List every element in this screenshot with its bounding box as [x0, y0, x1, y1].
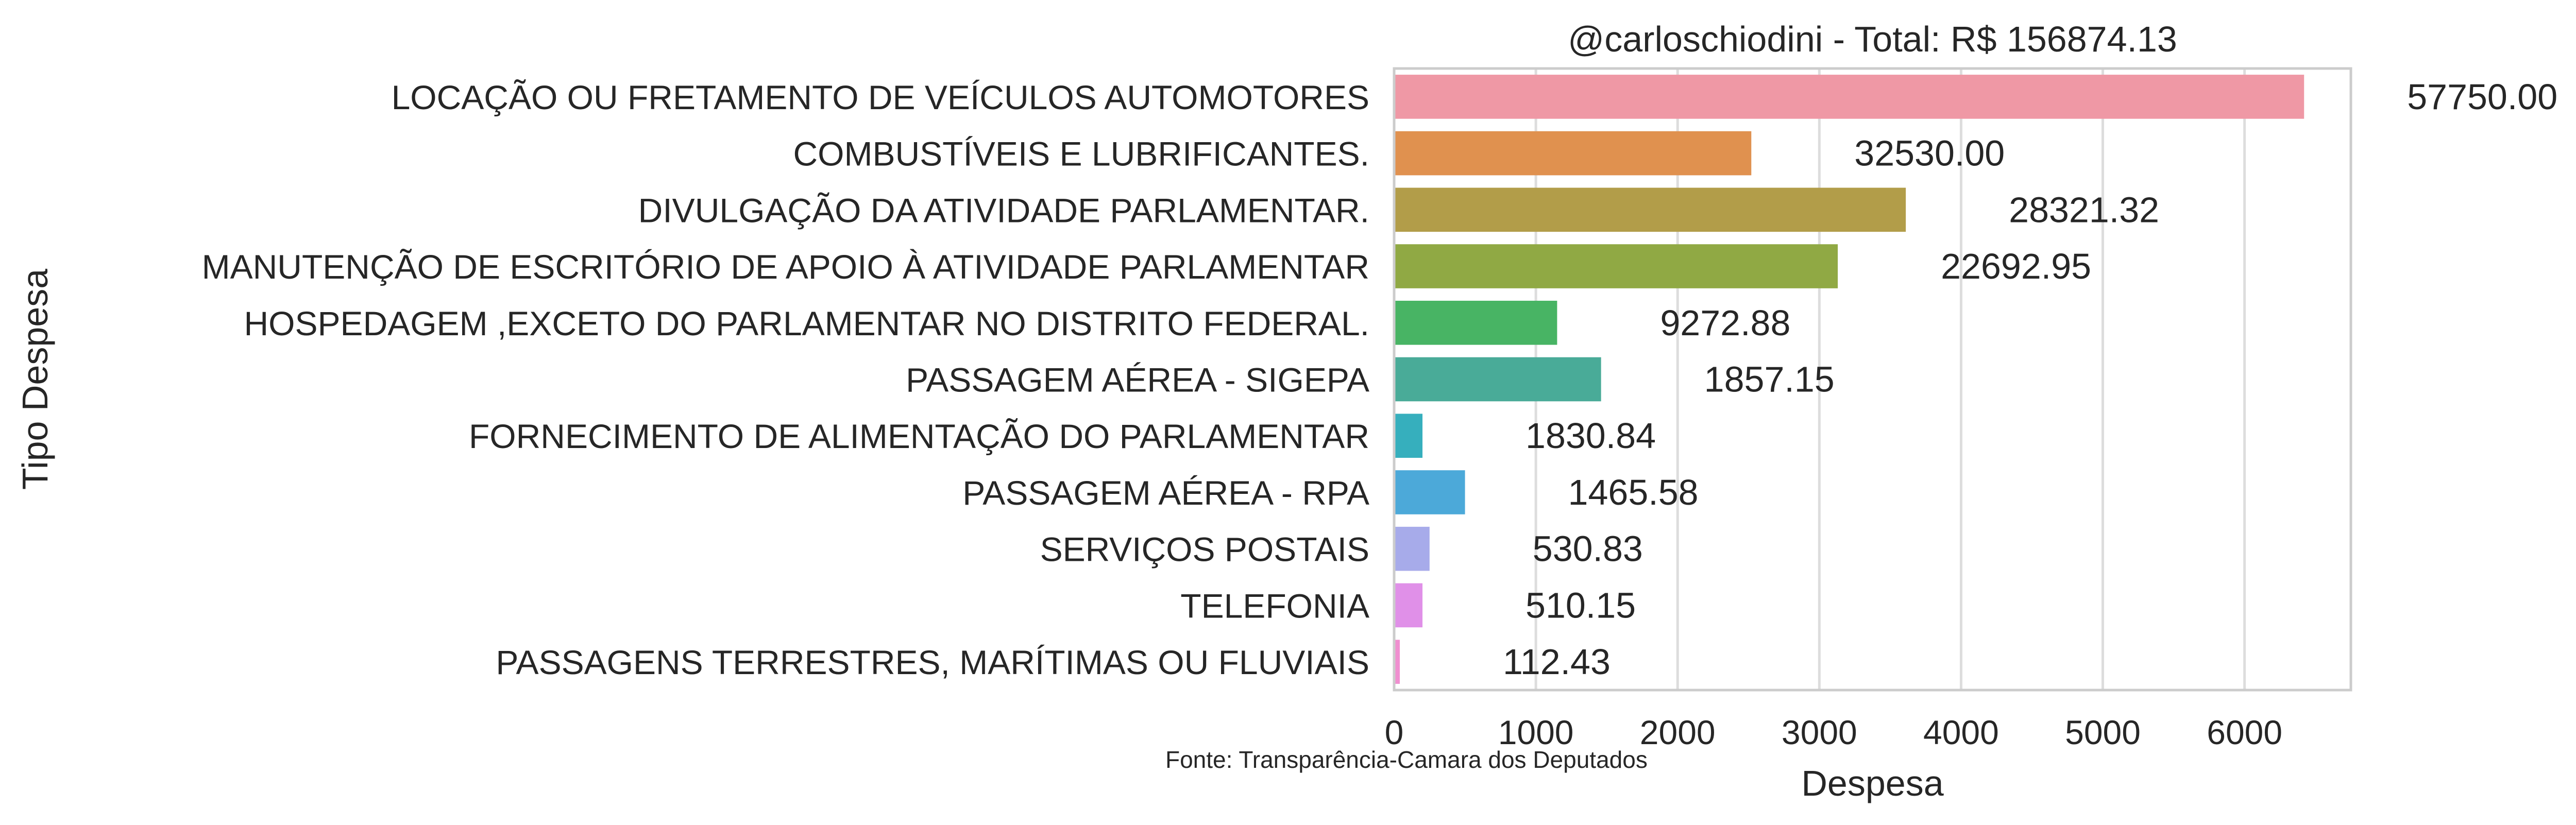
category-label: PASSAGENS TERRESTRES, MARÍTIMAS OU FLUVI… — [496, 643, 1369, 681]
category-label: DIVULGAÇÃO DA ATIVIDADE PARLAMENTAR. — [638, 191, 1369, 229]
x-tick-label: 4000 — [1923, 713, 1999, 751]
y-axis-label: Tipo Despesa — [15, 269, 55, 490]
value-label: 510.15 — [1526, 585, 1636, 625]
category-label: HOSPEDAGEM ,EXCETO DO PARLAMENTAR NO DIS… — [244, 304, 1369, 342]
category-labels: LOCAÇÃO OU FRETAMENTO DE VEÍCULOS AUTOMO… — [202, 78, 1369, 681]
x-tick-label: 5000 — [2065, 713, 2141, 751]
value-label: 32530.00 — [1854, 133, 2005, 174]
value-label: 112.43 — [1503, 642, 1611, 682]
x-tick-labels: 0 1000 2000 3000 4000 5000 6000 — [1385, 713, 2282, 751]
category-label: PASSAGEM AÉREA - SIGEPA — [906, 361, 1369, 399]
x-tick-label: 1000 — [1498, 713, 1574, 751]
value-label: 9272.88 — [1660, 303, 1790, 343]
x-tick-label: 2000 — [1640, 713, 1716, 751]
bar — [1394, 131, 1752, 176]
category-label: MANUTENÇÃO DE ESCRITÓRIO DE APOIO À ATIV… — [202, 248, 1369, 286]
x-tick-label: 0 — [1385, 713, 1404, 751]
bar — [1394, 470, 1465, 514]
bar — [1394, 300, 1557, 345]
bar — [1394, 244, 1838, 288]
bar — [1394, 75, 2304, 119]
bar — [1394, 414, 1423, 458]
category-label: SERVIÇOS POSTAIS — [1040, 530, 1369, 569]
category-label: LOCAÇÃO OU FRETAMENTO DE VEÍCULOS AUTOMO… — [392, 78, 1369, 116]
category-label: PASSAGEM AÉREA - RPA — [962, 474, 1369, 512]
bar — [1394, 187, 1906, 232]
x-tick-label: 3000 — [1782, 713, 1857, 751]
category-label: FORNECIMENTO DE ALIMENTAÇÃO DO PARLAMENT… — [469, 417, 1369, 455]
source-note: Fonte: Transparência-Camara dos Deputado… — [1165, 746, 1648, 773]
x-tick-label: 6000 — [2207, 713, 2282, 751]
bar — [1394, 583, 1423, 628]
value-label: 1830.84 — [1526, 416, 1656, 456]
bar — [1394, 640, 1400, 684]
category-label: COMBUSTÍVEIS E LUBRIFICANTES. — [793, 135, 1369, 173]
bars — [1394, 75, 2304, 684]
value-label: 22692.95 — [1941, 246, 2091, 286]
value-label: 530.83 — [1533, 529, 1643, 569]
chart-title: @carloschiodini - Total: R$ 156874.13 — [1568, 19, 2177, 59]
value-label: 1465.58 — [1568, 472, 1699, 512]
bar — [1394, 357, 1601, 402]
plot-frame — [1393, 67, 2352, 692]
bar — [1394, 526, 1430, 571]
value-label: 1857.15 — [1704, 359, 1835, 400]
value-label: 57750.00 — [2407, 77, 2557, 117]
x-axis-label: Despesa — [1801, 763, 1943, 803]
value-label: 28321.32 — [2009, 190, 2159, 230]
category-label: TELEFONIA — [1180, 587, 1369, 625]
